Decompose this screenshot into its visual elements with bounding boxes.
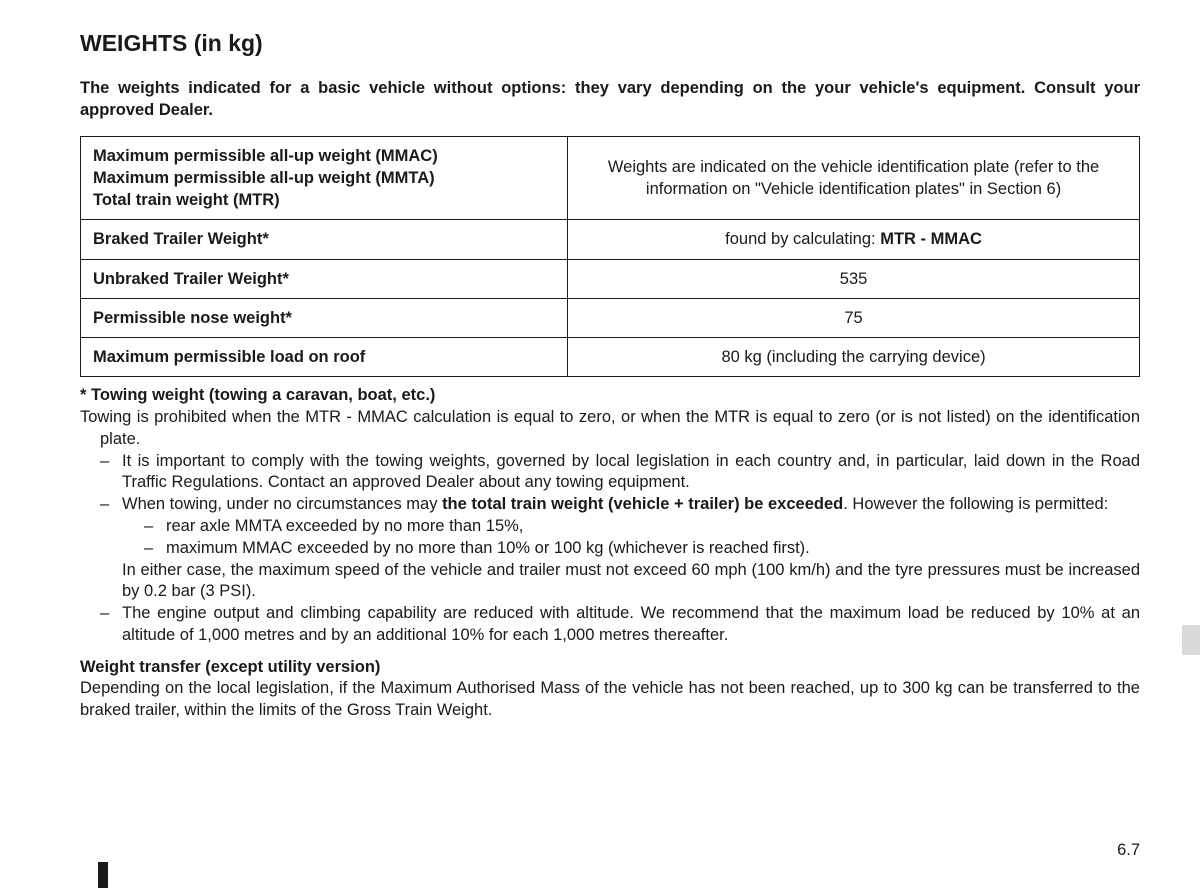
cell-roof-load-label: Maximum permissible load on roof <box>81 338 568 377</box>
intro-text: The weights indicated for a basic vehicl… <box>80 77 1140 122</box>
towing-bullets: It is important to comply with the towin… <box>80 451 1140 647</box>
table-row: Permissible nose weight* 75 <box>81 298 1140 337</box>
bullet-comply-weights: It is important to comply with the towin… <box>100 451 1140 495</box>
cell-braked-trailer-label: Braked Trailer Weight* <box>81 220 568 259</box>
bullet-train-weight: When towing, under no circumstances may … <box>100 494 1140 603</box>
sub-bullets: rear axle MMTA exceeded by no more than … <box>122 516 1140 560</box>
b2-bold: the total train weight (vehicle + traile… <box>442 495 843 513</box>
cell-nose-weight-label: Permissible nose weight* <box>81 298 568 337</box>
cell-unbraked-trailer-value: 535 <box>568 259 1140 298</box>
cell-id-plate-note: Weights are indicated on the vehicle ide… <box>568 136 1140 220</box>
b2-pre: When towing, under no circumstances may <box>122 495 442 513</box>
cell-braked-trailer-value: found by calculating: MTR - MMAC <box>568 220 1140 259</box>
sub-bullet-mmac: maximum MMAC exceeded by no more than 10… <box>144 538 1140 560</box>
weight-transfer-body: Depending on the local legislation, if t… <box>80 678 1140 722</box>
b2-tail: In either case, the maximum speed of the… <box>122 561 1140 601</box>
table-row: Maximum permissible load on roof 80 kg (… <box>81 338 1140 377</box>
page-title: WEIGHTS (in kg) <box>80 30 1140 57</box>
table-row: Maximum permissible all-up weight (MMAC)… <box>81 136 1140 220</box>
calc-formula: MTR - MMAC <box>880 230 982 248</box>
table-row: Unbraked Trailer Weight* 535 <box>81 259 1140 298</box>
towing-prohibited-note: Towing is prohibited when the MTR - MMAC… <box>80 407 1140 451</box>
sub-bullet-mmta: rear axle MMTA exceeded by no more than … <box>144 516 1140 538</box>
mmac-label: Maximum permissible all-up weight (MMAC) <box>93 147 438 165</box>
b2-post: . However the following is permitted: <box>843 495 1108 513</box>
towing-lead: * Towing weight (towing a caravan, boat,… <box>80 386 435 404</box>
bullet-altitude: The engine output and climbing capabilit… <box>100 603 1140 647</box>
mmta-label: Maximum permissible all-up weight (MMTA) <box>93 169 435 187</box>
page-number: 6.7 <box>1117 841 1140 860</box>
weight-transfer-lead: Weight transfer (except utility version) <box>80 658 380 676</box>
side-tab <box>1182 625 1200 655</box>
cell-nose-weight-value: 75 <box>568 298 1140 337</box>
calc-prefix: found by calculating: <box>725 230 880 248</box>
cell-roof-load-value: 80 kg (including the carrying device) <box>568 338 1140 377</box>
weights-table: Maximum permissible all-up weight (MMAC)… <box>80 136 1140 378</box>
mtr-label: Total train weight (MTR) <box>93 191 280 209</box>
cell-permissible-weights-label: Maximum permissible all-up weight (MMAC)… <box>81 136 568 220</box>
table-row: Braked Trailer Weight* found by calculat… <box>81 220 1140 259</box>
cell-unbraked-trailer-label: Unbraked Trailer Weight* <box>81 259 568 298</box>
page-marker-tab <box>98 862 108 888</box>
notes-section: * Towing weight (towing a caravan, boat,… <box>80 385 1140 721</box>
